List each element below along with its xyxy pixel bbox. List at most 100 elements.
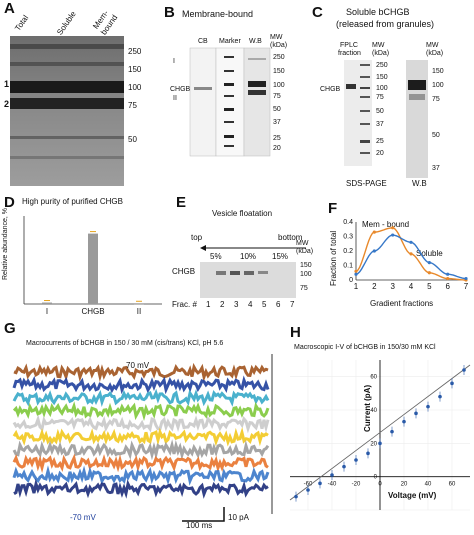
mw-c-wb-150: 150 <box>432 68 444 75</box>
panel-f-xtick: 2 <box>372 282 377 291</box>
panel-f-xtick: 3 <box>390 282 395 291</box>
mw-c-wb-50: 50 <box>432 132 440 139</box>
panel-b-letter: B <box>164 4 175 21</box>
mw-c-100: 100 <box>376 85 388 92</box>
series-point-1 <box>354 272 358 276</box>
mw-b-100: 100 <box>273 82 285 89</box>
mw-b-50: 50 <box>273 106 281 113</box>
current-trace-4 <box>12 414 270 434</box>
legend-soluble: Soluble <box>416 249 443 258</box>
panel-f-xtick: 5 <box>427 282 432 291</box>
mw-b-150: 150 <box>273 68 285 75</box>
frac-5: 5 <box>262 300 267 309</box>
panel-g-title: Macrocurrents of bCHGB in 150 / 30 mM (c… <box>26 340 224 347</box>
series-point-1 <box>391 233 395 237</box>
series-point-1 <box>372 249 376 253</box>
panel-h-ytick: 0 <box>374 475 378 481</box>
label-c-chgb: CHGB <box>320 86 341 93</box>
current-trace-2 <box>12 388 270 408</box>
series-point-1 <box>464 276 468 281</box>
mw-e-75: 75 <box>300 285 308 292</box>
frac-4: 4 <box>248 300 253 309</box>
current-trace-1 <box>12 375 270 395</box>
panel-f-ytick: 0.2 <box>343 248 353 255</box>
mw-b-20: 20 <box>273 145 281 152</box>
mw-b-37: 37 <box>273 119 281 126</box>
panel-f-ytick: 0 <box>349 277 353 284</box>
series-point-0 <box>372 230 376 234</box>
col-wb: W.B <box>249 38 262 45</box>
mw-head-e2: (kDa) <box>296 248 314 255</box>
fplc-label1: FPLC <box>340 42 358 49</box>
data-point <box>330 473 334 477</box>
panel-e-letter: E <box>176 194 187 211</box>
data-point <box>414 411 418 416</box>
panel-f-xtick: 7 <box>464 282 469 291</box>
data-point <box>390 429 394 434</box>
scale-bar <box>182 507 225 522</box>
mw-head-b1: MW <box>270 34 283 41</box>
mw-b-75: 75 <box>273 93 281 100</box>
series-point-1 <box>427 261 431 265</box>
panel-h-ytick: 60 <box>370 375 377 381</box>
scale-current: 10 pA <box>228 513 249 522</box>
col-cb: CB <box>198 38 208 45</box>
panel-a-letter: A <box>4 0 15 17</box>
panel-h-ytick: 40 <box>370 408 377 414</box>
mw-a-250: 250 <box>128 47 142 56</box>
tick-label-i: I <box>46 307 48 316</box>
panel-c-sds-gel <box>344 60 372 166</box>
data-point <box>438 394 442 399</box>
series-point-1 <box>409 240 413 244</box>
series-point-0 <box>409 252 413 256</box>
label-b-I: I <box>173 58 175 65</box>
mw-c-20: 20 <box>376 150 384 157</box>
mw-c-wb-37: 37 <box>432 165 440 172</box>
panel-f-xlabel: Gradient fractions <box>370 299 434 308</box>
panel-h-ytick: 20 <box>370 441 377 447</box>
pct-10: 10% <box>240 252 257 261</box>
current-trace-6 <box>12 439 270 461</box>
panel-c-letter: C <box>312 4 323 21</box>
panel-f-ytick: 0.4 <box>343 219 353 226</box>
panel-h-xtick: -60 <box>304 482 313 488</box>
current-trace-7 <box>12 453 269 474</box>
panel-h-xtick: -40 <box>328 482 337 488</box>
label-e-chgb: CHGB <box>172 267 196 276</box>
panel-f-ytick: 0.3 <box>343 234 353 241</box>
data-point <box>378 441 382 446</box>
tick-label-chgb: CHGB <box>81 307 104 316</box>
mw-c-37: 37 <box>376 121 384 128</box>
panel-f-xtick: 6 <box>445 282 450 291</box>
pct-5: 5% <box>210 252 222 261</box>
panel-h-xtick: 40 <box>425 482 432 488</box>
panel-h-xtick: 20 <box>401 482 408 488</box>
pct-15: 15% <box>272 252 289 261</box>
series-point-0 <box>427 271 431 275</box>
panel-h-xtick: 60 <box>449 482 456 488</box>
series-point-0 <box>391 226 395 230</box>
panel-h-title: Macroscopic I-V of bCHGB in 150/30 mM KC… <box>294 344 436 351</box>
mw-head-c1: MW <box>372 42 385 49</box>
col-marker: Marker <box>219 38 241 45</box>
mw-b-25: 25 <box>273 135 281 142</box>
frac-6: 6 <box>276 300 281 309</box>
mw-c-25: 25 <box>376 138 384 145</box>
panel-g-letter: G <box>4 320 16 337</box>
tick-label-ii: II <box>137 307 141 316</box>
bar-ii <box>134 303 144 305</box>
panel-c-wb <box>406 60 428 178</box>
sds-page-label: SDS-PAGE <box>346 179 387 188</box>
panel-h-ylabel: Current (pA) <box>363 384 372 432</box>
series-point-1 <box>446 272 450 276</box>
panel-h-letter: H <box>290 324 301 341</box>
mw-head-c4: (kDa) <box>426 50 444 57</box>
frac-1: 1 <box>206 300 211 309</box>
data-point <box>426 404 430 409</box>
floatation-arrow <box>200 245 306 251</box>
panel-f-xtick: 4 <box>409 282 414 291</box>
data-point <box>294 494 298 499</box>
panel-h-xlabel: Voltage (mV) <box>388 491 437 500</box>
data-point <box>306 488 310 492</box>
